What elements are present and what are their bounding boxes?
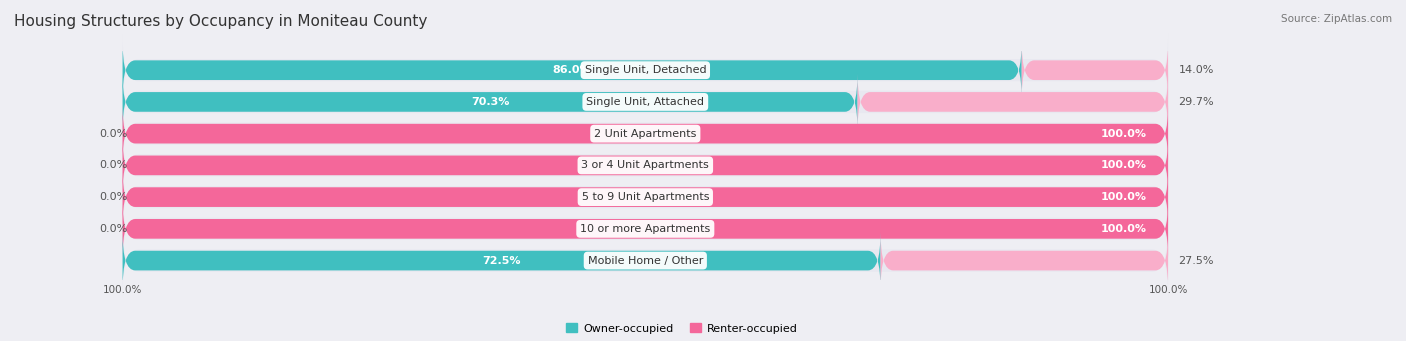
Text: 0.0%: 0.0% (100, 192, 128, 202)
FancyBboxPatch shape (122, 97, 1168, 170)
Text: 0.0%: 0.0% (100, 160, 128, 170)
FancyBboxPatch shape (122, 192, 1168, 265)
FancyBboxPatch shape (122, 34, 1168, 107)
FancyBboxPatch shape (122, 224, 1168, 297)
Text: 29.7%: 29.7% (1178, 97, 1215, 107)
FancyBboxPatch shape (122, 137, 1168, 194)
Text: Single Unit, Attached: Single Unit, Attached (586, 97, 704, 107)
FancyBboxPatch shape (122, 201, 1168, 257)
FancyBboxPatch shape (122, 129, 1168, 202)
FancyBboxPatch shape (122, 169, 1168, 225)
Text: 100.0%: 100.0% (1101, 192, 1147, 202)
Text: Mobile Home / Other: Mobile Home / Other (588, 256, 703, 266)
Text: 14.0%: 14.0% (1178, 65, 1213, 75)
Legend: Owner-occupied, Renter-occupied: Owner-occupied, Renter-occupied (562, 319, 801, 338)
Text: Source: ZipAtlas.com: Source: ZipAtlas.com (1281, 14, 1392, 24)
FancyBboxPatch shape (122, 161, 1168, 234)
Text: 5 to 9 Unit Apartments: 5 to 9 Unit Apartments (582, 192, 709, 202)
FancyBboxPatch shape (880, 232, 1168, 289)
Text: Single Unit, Detached: Single Unit, Detached (585, 65, 706, 75)
FancyBboxPatch shape (1022, 42, 1168, 99)
Text: 70.3%: 70.3% (471, 97, 509, 107)
Text: 86.0%: 86.0% (553, 65, 592, 75)
FancyBboxPatch shape (122, 232, 880, 289)
Text: 100.0%: 100.0% (1101, 160, 1147, 170)
Text: 27.5%: 27.5% (1178, 256, 1213, 266)
Text: 100.0%: 100.0% (1101, 224, 1147, 234)
FancyBboxPatch shape (122, 65, 1168, 138)
FancyBboxPatch shape (122, 42, 1022, 99)
Text: 0.0%: 0.0% (100, 129, 128, 139)
Text: 10 or more Apartments: 10 or more Apartments (581, 224, 710, 234)
Text: 100.0%: 100.0% (1101, 129, 1147, 139)
Text: 2 Unit Apartments: 2 Unit Apartments (595, 129, 696, 139)
Text: 3 or 4 Unit Apartments: 3 or 4 Unit Apartments (582, 160, 709, 170)
FancyBboxPatch shape (122, 74, 858, 130)
FancyBboxPatch shape (858, 74, 1168, 130)
Text: Housing Structures by Occupancy in Moniteau County: Housing Structures by Occupancy in Monit… (14, 14, 427, 29)
Text: 72.5%: 72.5% (482, 256, 520, 266)
FancyBboxPatch shape (122, 105, 1168, 162)
Text: 0.0%: 0.0% (100, 224, 128, 234)
